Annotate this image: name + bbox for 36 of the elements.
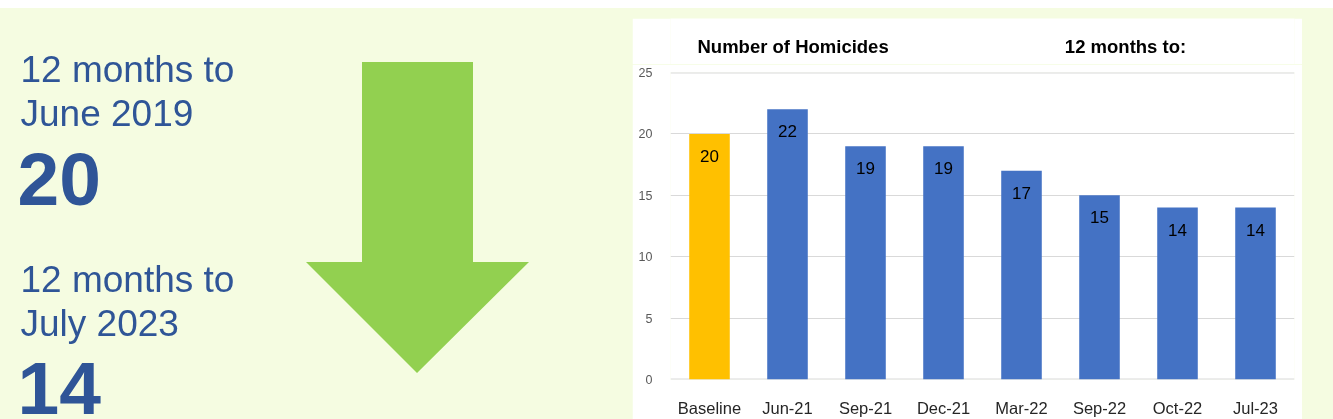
x-tick-label: Sep-21 xyxy=(838,398,893,417)
text: 14 xyxy=(17,346,102,419)
y-tick-label: 10 xyxy=(638,250,653,265)
y-tick-label: 25 xyxy=(638,66,653,80)
bar xyxy=(767,109,808,380)
x-tick-label: Jul-23 xyxy=(1233,398,1278,417)
bar xyxy=(923,146,964,380)
y-tick-label: 15 xyxy=(638,188,653,203)
y-tick-label: 20 xyxy=(638,127,653,142)
chart-title: Number of Homicides xyxy=(697,36,889,57)
data-label: 19 xyxy=(934,159,953,179)
x-tick-label: Jun-21 xyxy=(762,398,813,417)
data-label: 19 xyxy=(856,159,875,179)
bar xyxy=(1001,170,1042,380)
bar xyxy=(1157,207,1198,380)
data-label: 20 xyxy=(700,146,719,166)
x-tick-label: Oct-22 xyxy=(1152,398,1203,417)
x-tick-label: Dec-21 xyxy=(916,398,971,417)
data-label: 14 xyxy=(1168,220,1187,240)
x-tick-label: Sep-22 xyxy=(1072,398,1127,417)
data-label: 14 xyxy=(1246,220,1265,240)
text: 12 months to June 2019 xyxy=(20,49,235,135)
y-tick-label: 5 xyxy=(645,311,653,326)
bar xyxy=(689,133,730,380)
x-tick-label: Mar-22 xyxy=(995,398,1048,417)
y-tick-label: 0 xyxy=(645,373,653,387)
bar xyxy=(1079,195,1120,380)
data-label: 22 xyxy=(778,122,797,142)
data-label: 17 xyxy=(1012,183,1031,203)
text: 12 months to July 2023 xyxy=(20,259,235,345)
text: 12 months to: xyxy=(1064,36,1187,57)
text: 20 xyxy=(17,137,101,222)
x-tick-label: Baseline xyxy=(677,398,742,417)
data-label: 15 xyxy=(1090,208,1109,228)
bar xyxy=(1235,207,1276,380)
bar xyxy=(845,146,886,380)
